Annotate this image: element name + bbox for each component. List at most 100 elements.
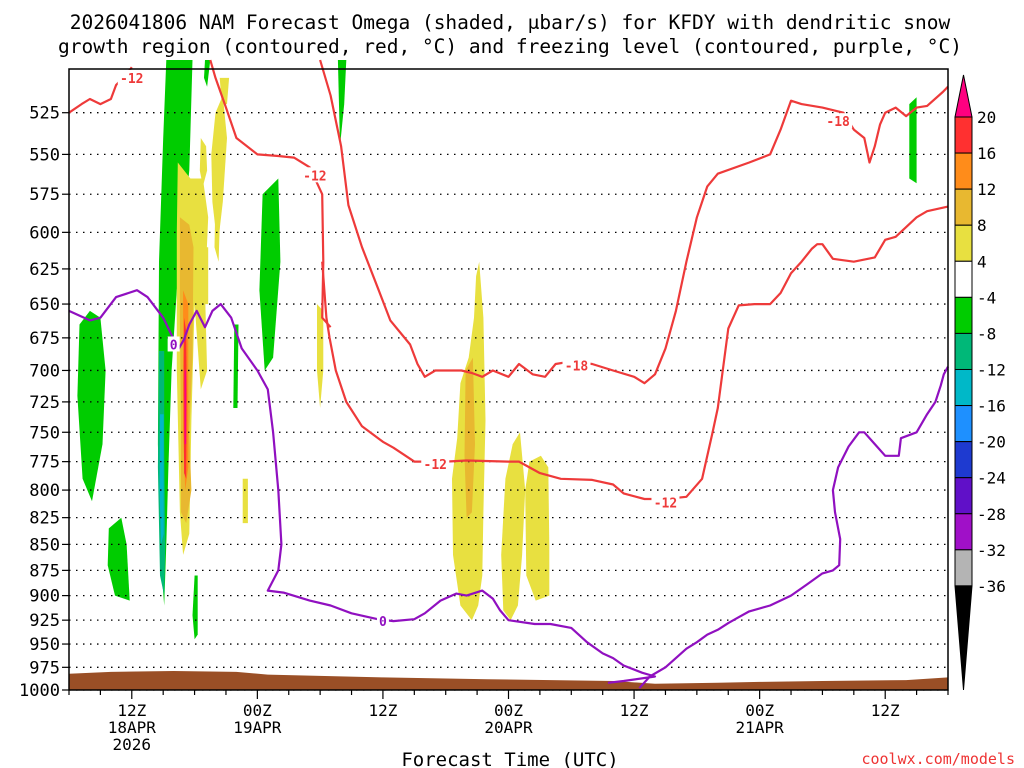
y-tick-label: 775 (29, 453, 60, 473)
y-tick-label: 650 (29, 295, 60, 315)
colorbar-arrow-bottom (954, 585, 973, 691)
y-tick-label: 575 (29, 185, 60, 205)
contour-label: -12 (654, 496, 677, 511)
y-tick-label: 525 (29, 104, 60, 124)
colorbar-segment (954, 549, 973, 587)
y-tick-label: 625 (29, 260, 60, 280)
contour-label-bg (562, 357, 591, 373)
y-tick-label: 750 (29, 423, 60, 443)
colorbar-label: -8 (977, 324, 996, 343)
omega-blob-yellow (317, 304, 324, 408)
omega-blob-yellow (501, 432, 526, 621)
colorbar-segment (954, 116, 973, 154)
x-tick-label: 12Z (871, 701, 900, 720)
chart-title-line2: growth region (contoured, red, °C) and f… (58, 35, 962, 58)
omega-blob-yellow (214, 194, 221, 262)
colorbar-segment (954, 368, 973, 407)
omega-blob-yellow (199, 138, 208, 187)
x-tick-label: 00Z (243, 701, 272, 720)
x-tick-label: 18APR (108, 718, 157, 737)
y-tick-label: 925 (29, 611, 60, 631)
terrain-ground (69, 671, 948, 690)
y-tick-label: 850 (29, 535, 60, 555)
colorbar-label: -16 (977, 397, 1006, 416)
omega-blob-yellow (242, 478, 248, 524)
x-tick-label: 12Z (368, 701, 397, 720)
omega-blob-green (259, 178, 281, 371)
omega-blob-green (204, 60, 211, 87)
colorbar-segment (954, 477, 973, 515)
y-axis-ticks: 525 550 575 600 625 650 675 700 725 750 775 800 825 8… (19, 104, 69, 701)
colorbar-segment (954, 224, 973, 262)
contour-lines (68, 59, 949, 689)
colorbar-label: 4 (977, 252, 987, 271)
omega-blob-green (192, 575, 198, 640)
colorbar-segment (954, 296, 973, 334)
omega-blob-green (233, 324, 239, 408)
colorbar-label: 8 (977, 216, 987, 235)
omega-blob-green (107, 517, 130, 601)
colorbar: 20 16 12 8 4 -4 -8 -12 -16 -20 -24 -28 -32 -36 (954, 74, 1006, 691)
colorbar-segment (954, 332, 973, 370)
x-tick-label: 20APR (484, 718, 533, 737)
freezing-level-contour-east (638, 366, 949, 689)
contour-label: -18 (565, 359, 589, 374)
x-tick-label: 00Z (494, 701, 523, 720)
x-tick-label: 19APR (233, 718, 282, 737)
colorbar-segment (954, 260, 973, 298)
credit-text: coolwx.com/models (861, 750, 1015, 768)
colorbar-label: 16 (977, 144, 996, 163)
x-tick-label: 12Z (620, 701, 649, 720)
omega-blob-green (77, 310, 106, 502)
colorbar-label: -24 (977, 469, 1006, 488)
y-tick-label: 900 (29, 587, 60, 607)
y-tick-label: 600 (29, 223, 60, 243)
colorbar-label: -32 (977, 541, 1006, 560)
contour-label-bg (117, 69, 146, 85)
x-tick-label: 21APR (736, 718, 785, 737)
contour-label-bg (824, 113, 853, 129)
contour-label: -12 (424, 458, 447, 473)
contour-label: 0 (379, 615, 387, 630)
x-axis-label: Forecast Time (UTC) (401, 749, 618, 768)
omega-blob-green (909, 97, 917, 184)
omega-blob-yellow (525, 455, 550, 601)
y-tick-label: 975 (29, 658, 60, 678)
colorbar-segment (954, 188, 973, 226)
y-tick-label: 675 (29, 329, 60, 349)
colorbar-label: -20 (977, 433, 1006, 452)
y-tick-label: 825 (29, 509, 60, 529)
dgz-contour-minus12-lower (321, 205, 949, 501)
y-tick-label: 875 (29, 561, 60, 581)
contour-label: 0 (170, 338, 178, 353)
dgz-contour-minus18 (319, 59, 949, 385)
y-tick-label: 800 (29, 481, 60, 501)
colorbar-label: -28 (977, 505, 1006, 524)
x-tick-label: 00Z (745, 701, 774, 720)
contour-label-bg (300, 167, 329, 183)
omega-blob-yellow (204, 247, 209, 305)
y-tick-label: 950 (29, 635, 60, 655)
contour-label: -12 (120, 72, 143, 87)
colorbar-arrow-top (954, 74, 973, 118)
colorbar-segment (954, 152, 973, 190)
y-tick-label: 725 (29, 393, 60, 413)
omega-blob-green (337, 60, 347, 147)
contour-label: -18 (826, 115, 850, 130)
colorbar-label: 12 (977, 180, 996, 199)
y-tick-label: 700 (29, 361, 60, 381)
contour-label-bg (376, 613, 389, 629)
colorbar-segment (954, 513, 973, 551)
colorbar-segment (954, 405, 973, 443)
omega-blob-cyan (159, 414, 164, 545)
colorbar-label: -12 (977, 360, 1006, 379)
freezing-level-contour (68, 289, 657, 684)
x-tick-label: 12Z (117, 701, 146, 720)
contour-labels: -12 -18 -12 -18 -12 -12 0 0 (117, 69, 853, 630)
y-tick-label: 550 (29, 145, 60, 165)
contour-label-bg (167, 336, 180, 352)
contour-label: -12 (303, 169, 326, 184)
colorbar-label: -4 (977, 288, 996, 307)
